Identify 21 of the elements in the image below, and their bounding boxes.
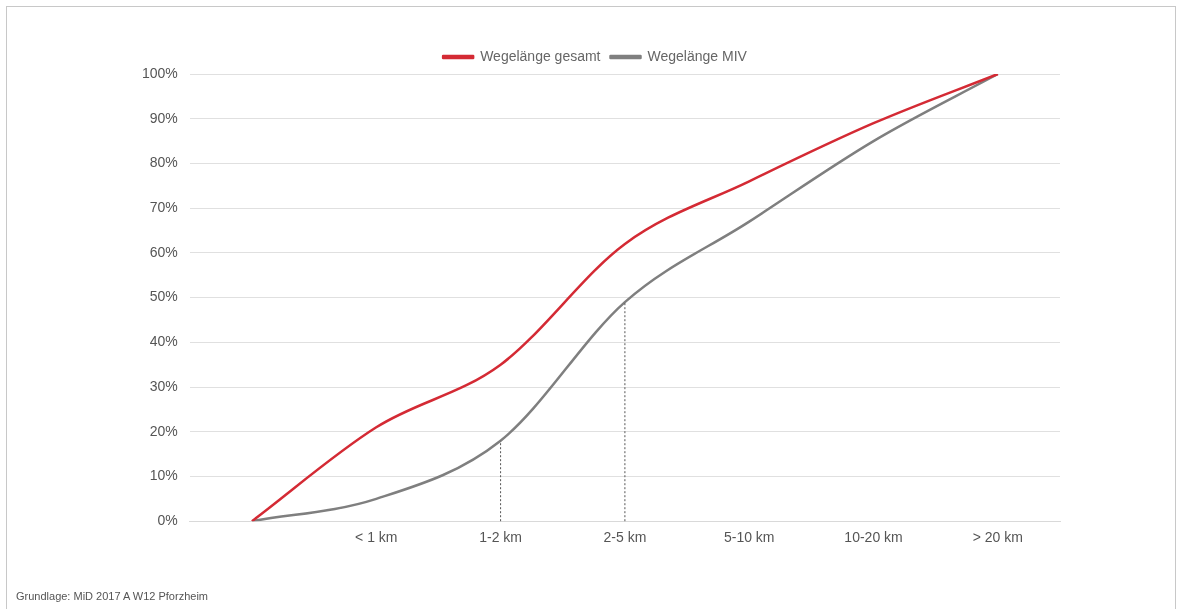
y-tick-label: 70% — [149, 199, 178, 216]
y-tick-label: 80% — [149, 154, 178, 171]
y-tick-label: 60% — [149, 243, 178, 260]
y-tick-label: 100% — [141, 64, 178, 81]
y-tick-label: 20% — [149, 422, 178, 439]
line-series — [250, 74, 1000, 522]
x-tick-label: > 20 km — [972, 529, 1023, 546]
x-tick-label: < 1 km — [355, 529, 398, 546]
legend-label: Wegelänge gesamt — [480, 47, 601, 64]
y-tick-label: 90% — [149, 109, 178, 126]
x-tick-label: 5-10 km — [723, 529, 775, 546]
y-tick-label: 50% — [149, 288, 178, 305]
legend-label: Wegelänge MIV — [647, 47, 748, 64]
y-tick-label: 30% — [149, 377, 178, 394]
y-tick-label: 0% — [157, 512, 178, 529]
text: Grundlage: MiD 2017 A W12 Pforzheim — [16, 590, 208, 602]
x-tick-label: 1-2 km — [479, 529, 522, 546]
y-tick-label: 40% — [149, 333, 178, 350]
x-tick-label: 2-5 km — [603, 529, 647, 546]
x-tick-label: 10-20 km — [844, 529, 903, 546]
y-tick-label: 10% — [149, 467, 178, 484]
